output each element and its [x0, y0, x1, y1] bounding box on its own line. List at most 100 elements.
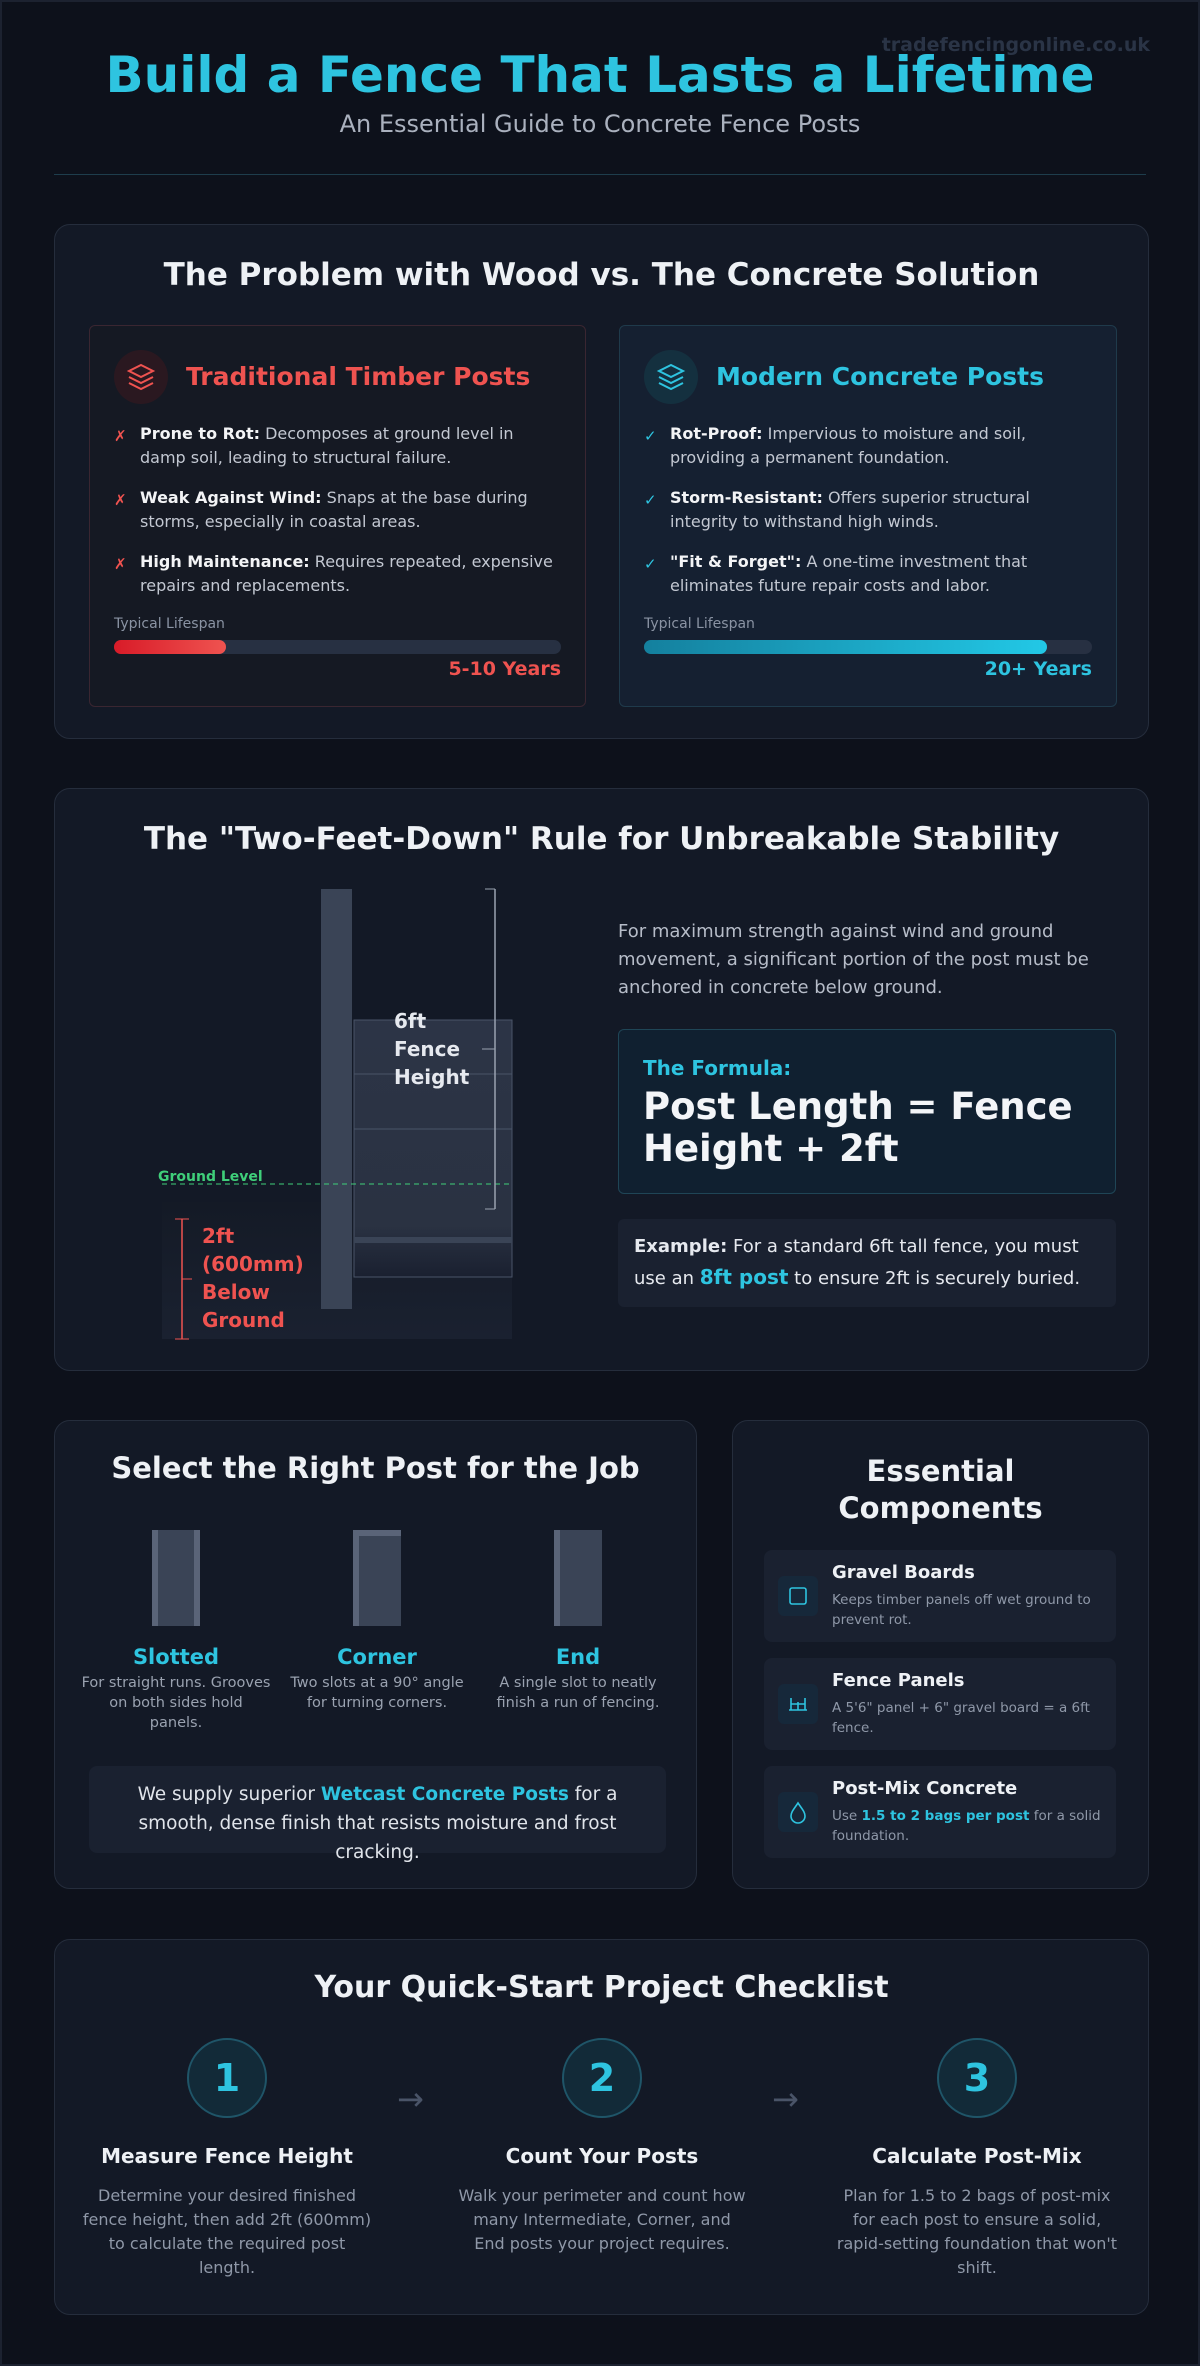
step-title: Count Your Posts [505, 2144, 699, 2168]
lifespan-track [114, 640, 561, 654]
point-text: Offers superior structural integrity to … [670, 488, 1030, 531]
lifespan-label: Typical Lifespan [644, 616, 755, 632]
point-text: A one-time investment that eliminates fu… [670, 552, 1028, 595]
marker: ✓ [644, 555, 657, 573]
step-arrow: → [772, 2080, 799, 2118]
post-name: End [555, 1645, 601, 1669]
concrete-icon [644, 350, 698, 404]
lifespan-fill [644, 640, 1048, 654]
point: ✗ Weak Against Wind: Snaps at the base du… [114, 486, 561, 534]
component: Fence Panels A 5'6" panel + 6" gravel bo… [764, 1658, 1116, 1750]
desc-highlight: 1.5 to 2 bags per post [861, 1808, 1030, 1824]
watermark: tradefencingonline.co.uk [881, 34, 1150, 56]
component-name: Post-Mix Concrete [832, 1778, 1018, 1799]
component-icon [778, 1684, 818, 1724]
step-title: Calculate Post-Mix [872, 2144, 1082, 2168]
post-type: End A single slot to neatly finish a run … [483, 1639, 673, 1713]
page-title: Build a Fence That Lasts a Lifetime [105, 46, 1095, 104]
lifespan-value: 20+ Years [984, 658, 1092, 680]
page-subtitle: An Essential Guide to Concrete Fence Pos… [339, 110, 861, 138]
post-desc: Two slots at a 90° angle for turning cor… [290, 1675, 464, 1711]
end-post-icon [554, 1530, 602, 1626]
component: Gravel Boards Keeps timber panels off we… [764, 1550, 1116, 1642]
post-diagram [162, 888, 513, 1340]
lifespan-track [644, 640, 1092, 654]
point: ✗ Prone to Rot: Decomposes at ground leve… [114, 422, 561, 470]
point-text: Impervious to moisture and soil, providi… [670, 424, 1026, 467]
corner-post-icon [353, 1530, 401, 1626]
step-number: 3 [937, 2038, 1017, 2118]
example-text: For a standard 6ft tall fence, you must … [634, 1236, 1079, 1289]
step-number: 1 [187, 2038, 267, 2118]
point-term: High Maintenance: [140, 552, 310, 571]
card-title: Modern Concrete Posts [716, 362, 1044, 391]
point: ✗ High Maintenance: Requires repeated, ex… [114, 550, 561, 598]
point-text: Requires repeated, expensive repairs and… [140, 552, 553, 595]
post-type: Slotted For straight runs. Grooves on bot… [81, 1639, 271, 1733]
divider [54, 174, 1146, 175]
post-note: We supply superior Wetcast Concrete Post… [89, 1766, 666, 1863]
lifespan-label: Typical Lifespan [114, 616, 225, 632]
card-title: Traditional Timber Posts [186, 362, 531, 391]
marker: ✗ [114, 555, 127, 573]
ground-level-label: Ground Level [158, 1169, 263, 1185]
comparison-section: The Problem with Wood vs. The Concrete S… [54, 224, 1149, 739]
point: ✓ Rot-Proof: Impervious to moisture and s… [644, 422, 1092, 470]
post-type: Corner Two slots at a 90° angle for turni… [282, 1639, 472, 1713]
formula-label: The Formula: [643, 1056, 792, 1080]
marker: ✗ [114, 491, 127, 509]
point: ✓ Storm-Resistant: Offers superior struct… [644, 486, 1092, 534]
section-title: Essential Components [838, 1454, 1043, 1525]
timber-icon [114, 350, 168, 404]
fence-height-label: 6ft Fence Height [394, 1009, 470, 1089]
timber-card: Traditional Timber Posts ✗ Prone to Rot: … [89, 325, 586, 707]
component-desc: Use 1.5 to 2 bags per post for a solid f… [832, 1806, 1102, 1846]
note-text: We supply superior [137, 1784, 316, 1805]
step-text: Determine your desired finished fence he… [82, 2186, 372, 2277]
example-box: Example: For a standard 6ft tall fence, … [618, 1219, 1116, 1307]
note-highlight: Wetcast Concrete Posts [320, 1784, 569, 1805]
section-title: Your Quick-Start Project Checklist [314, 1970, 889, 2005]
point: ✓ "Fit & Forget": A one-time investment t… [644, 550, 1092, 598]
desc-text: for a solid foundation. [832, 1808, 1101, 1844]
component-name: Fence Panels [832, 1670, 965, 1691]
step-number: 2 [562, 2038, 642, 2118]
step-title: Measure Fence Height [101, 2144, 353, 2168]
note-text: for a smooth, dense finish that resists … [138, 1784, 618, 1863]
step: Calculate Post-Mix Plan for 1.5 to 2 bags… [832, 2144, 1122, 2280]
below-ground-label: 2ft (600mm) Below Ground [202, 1224, 304, 1332]
post-desc: For straight runs. Grooves on both sides… [81, 1675, 271, 1731]
section-title: The "Two-Feet-Down" Rule for Unbreakable… [143, 821, 1060, 857]
component: Post-Mix Concrete Use 1.5 to 2 bags per … [764, 1766, 1116, 1858]
marker: ✗ [114, 427, 127, 445]
marker: ✓ [644, 427, 657, 445]
point-term: Prone to Rot: [140, 424, 260, 443]
component-desc: Keeps timber panels off wet ground to pr… [832, 1592, 1091, 1628]
component-icon [778, 1792, 818, 1832]
example-text: to ensure 2ft is securely buried. [794, 1268, 1081, 1289]
component-desc: A 5'6" panel + 6" gravel board = a 6ft f… [832, 1700, 1090, 1736]
desc-text: Use [832, 1808, 858, 1824]
posts-section: Select the Right Post for the Job Slotte… [54, 1420, 697, 1889]
checklist-section: Your Quick-Start Project Checklist [54, 1939, 1149, 2315]
point-term: Rot-Proof: [670, 424, 763, 443]
point-text: Decomposes at ground level in damp soil,… [140, 424, 514, 467]
example-highlight: 8ft post [699, 1265, 789, 1289]
slotted-post-icon [152, 1530, 200, 1626]
post-desc: A single slot to neatly finish a run of … [496, 1675, 660, 1711]
example-lead: Example: [634, 1236, 728, 1257]
lifespan-value: 5-10 Years [448, 658, 561, 680]
point-text: Snaps at the base during storms, especia… [140, 488, 528, 531]
section-title: The Problem with Wood vs. The Concrete S… [163, 257, 1040, 293]
marker: ✓ [644, 491, 657, 509]
post-name: Slotted [132, 1645, 220, 1669]
rule-intro: For maximum strength against wind and gr… [618, 921, 1089, 998]
step-arrow: → [397, 2080, 424, 2118]
point-term: "Fit & Forget": [670, 552, 802, 571]
formula: Post Length = Fence Height + 2ft [643, 1085, 1073, 1170]
component-name: Gravel Boards [832, 1562, 975, 1583]
point-term: Storm-Resistant: [670, 488, 823, 507]
post-name: Corner [337, 1645, 417, 1669]
step-text: Walk your perimeter and count how many I… [458, 2186, 746, 2253]
